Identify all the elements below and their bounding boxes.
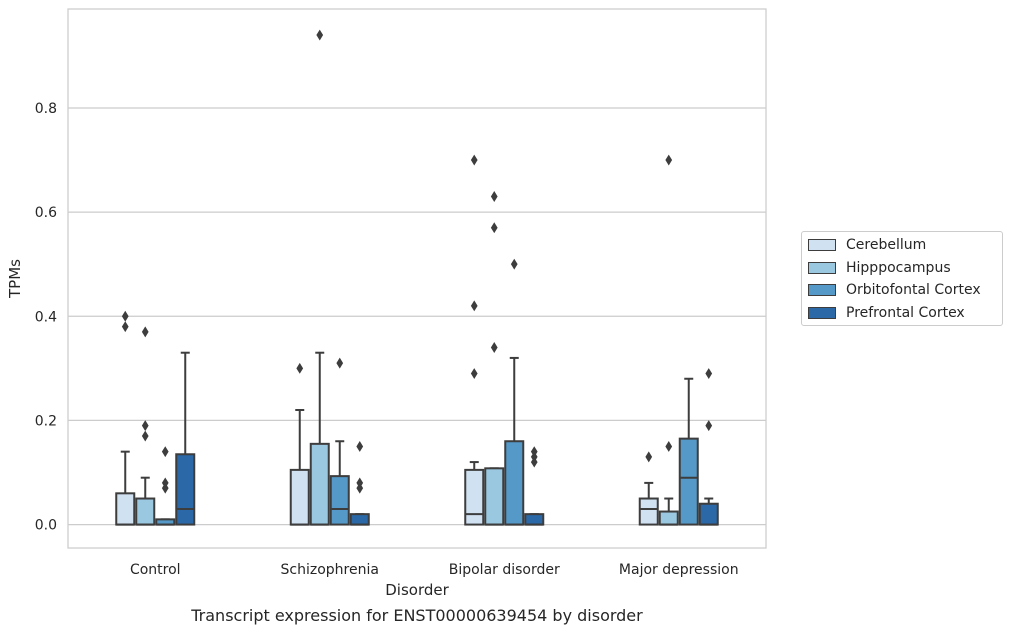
x-axis-label: Disorder: [385, 581, 449, 599]
box-iqr: [135, 497, 156, 526]
box-prefrontal-cortex-major-depression: [698, 368, 719, 526]
plot-frame: [67, 8, 767, 549]
x-tick-label-bipolar-disorder: Bipolar disorder: [449, 562, 560, 578]
y-tick-label: 0.4: [35, 309, 57, 325]
box-cerebellum-major-depression: [638, 451, 659, 526]
outlier-point: [161, 477, 169, 489]
box-prefrontal-cortex-bipolar-disorder: [524, 446, 545, 526]
y-tick-label: 0.2: [35, 413, 57, 429]
box-iqr: [115, 492, 136, 526]
outlier-point: [296, 362, 304, 374]
y-tick-label: 0.8: [35, 101, 57, 117]
outlier-point: [121, 321, 129, 333]
outlier-point: [510, 258, 518, 270]
box-iqr: [464, 468, 485, 526]
legend-item-prefrontal-cortex: Prefrontal Cortex: [808, 302, 965, 324]
box-orbitofontal-cortex-bipolar-disorder: [504, 258, 525, 526]
box-orbitofontal-cortex-schizophrenia: [329, 357, 350, 526]
box-prefrontal-cortex-schizophrenia: [349, 440, 370, 526]
box-orbitofontal-cortex-major-depression: [678, 377, 699, 526]
legend: Cerebellum Hipppocampus Orbitofontal Cor…: [801, 231, 1003, 326]
outlier-point: [705, 420, 713, 432]
outlier-point: [470, 154, 478, 166]
x-tick-label-schizophrenia: Schizophrenia: [281, 562, 379, 578]
boxes: [115, 29, 719, 526]
legend-swatch-orbitofontal-cortex: [808, 284, 836, 296]
outlier-point: [470, 368, 478, 380]
box-prefrontal-cortex-control: [175, 351, 196, 526]
outlier-point: [705, 368, 713, 380]
x-tick-label-major-depression: Major depression: [619, 562, 739, 578]
outlier-point: [490, 191, 498, 202]
y-tick-labels: 0.0 0.2 0.4 0.6 0.8: [35, 101, 57, 534]
outlier-point: [665, 154, 673, 166]
box-iqr: [175, 453, 196, 526]
outlier-point: [470, 300, 478, 312]
outlier-point: [356, 477, 364, 489]
box-hipppocampus-control: [135, 326, 156, 526]
x-tick-label-control: Control: [130, 562, 181, 578]
box-cerebellum-schizophrenia: [289, 362, 310, 526]
legend-label-prefrontal-cortex: Prefrontal Cortex: [846, 305, 965, 321]
box-iqr: [504, 440, 525, 526]
legend-swatch-hipppocampus: [808, 262, 836, 274]
box-hipppocampus-bipolar-disorder: [484, 191, 505, 526]
legend-label-cerebellum: Cerebellum: [846, 237, 927, 253]
y-tick-label: 0.0: [35, 518, 57, 534]
outlier-point: [530, 446, 538, 458]
legend-swatch-cerebellum: [808, 239, 836, 251]
outlier-point: [490, 342, 498, 353]
grid-lines: [68, 107, 766, 526]
outlier-point: [356, 440, 364, 452]
box-orbitofontal-cortex-control: [155, 446, 176, 526]
box-iqr: [484, 467, 505, 526]
outlier-point: [336, 357, 344, 369]
box-iqr: [289, 468, 310, 526]
outlier-point: [141, 420, 149, 432]
box-iqr: [658, 510, 679, 526]
legend-swatch-prefrontal-cortex: [808, 307, 836, 319]
y-tick-label: 0.6: [35, 205, 57, 221]
box-iqr: [349, 513, 370, 526]
outlier-point: [161, 446, 169, 458]
outlier-point: [645, 451, 653, 463]
box-iqr: [698, 502, 719, 526]
box-cerebellum-control: [115, 310, 136, 526]
x-tick-labels: Control Schizophrenia Bipolar disorder Majo…: [130, 562, 739, 578]
box-iqr: [309, 442, 330, 526]
box-hipppocampus-major-depression: [658, 154, 679, 526]
box-hipppocampus-schizophrenia: [309, 29, 330, 526]
figure-caption: Transcript expression for ENST0000063945…: [191, 606, 643, 625]
outlier-point: [121, 310, 129, 322]
outlier-point: [490, 222, 498, 234]
legend-item-hipppocampus: Hipppocampus: [808, 257, 951, 279]
legend-item-orbitofontal-cortex: Orbitofontal Cortex: [808, 279, 981, 301]
box-iqr: [524, 513, 545, 526]
outlier-point: [141, 430, 149, 442]
y-axis-label: TPMs: [6, 259, 24, 299]
box-iqr: [638, 497, 659, 526]
box-iqr: [329, 475, 350, 526]
outlier-point: [316, 29, 324, 41]
legend-label-orbitofontal-cortex: Orbitofontal Cortex: [846, 282, 981, 298]
outlier-point: [665, 440, 673, 452]
box-cerebellum-bipolar-disorder: [464, 154, 485, 526]
outlier-point: [141, 326, 149, 338]
box-iqr: [678, 437, 699, 526]
legend-label-hipppocampus: Hipppocampus: [846, 260, 951, 276]
legend-item-cerebellum: Cerebellum: [808, 234, 926, 256]
